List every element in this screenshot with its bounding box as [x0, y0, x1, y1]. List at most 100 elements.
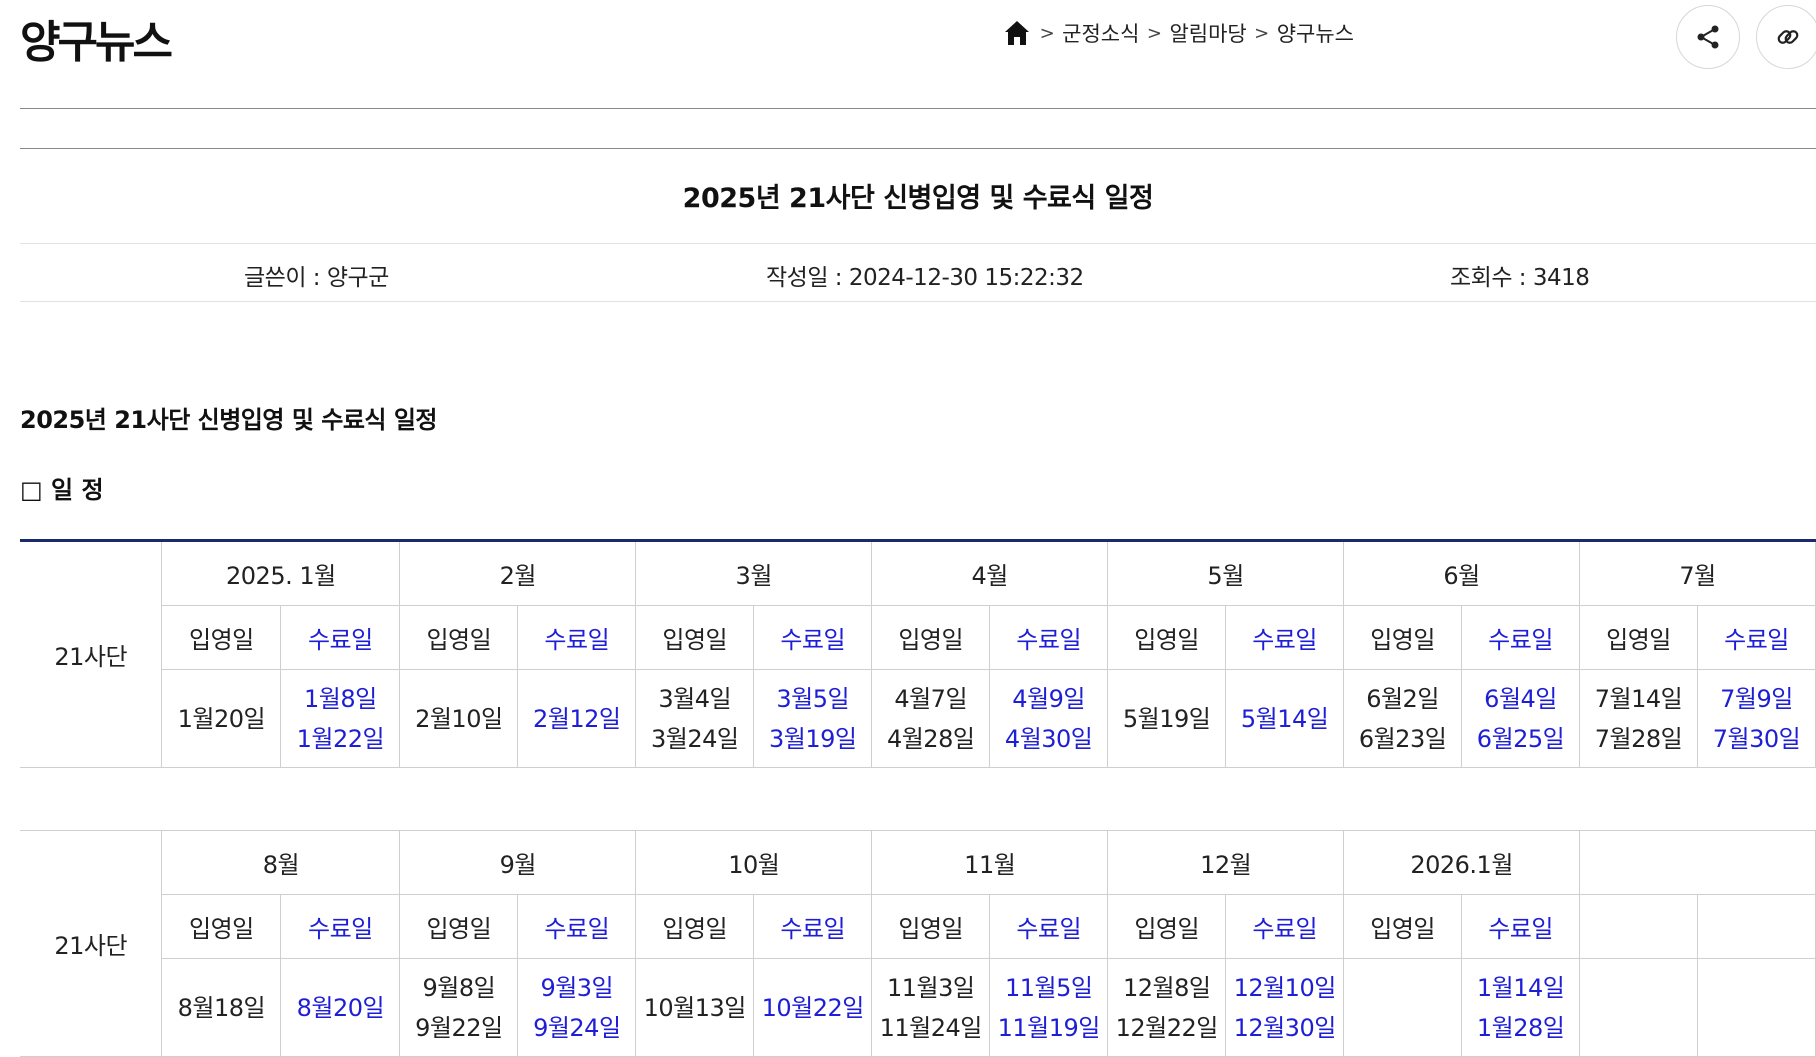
enter-date: 11월3일	[887, 973, 975, 1002]
month-header: 7월	[1579, 540, 1816, 606]
post-views: 조회수 : 3418	[1450, 265, 1590, 291]
schedule-table-1: 21사단 2025. 1월 2월 3월 4월 5월 6월 7월 입영일 수료일 입영일 수료일 입영일 수…	[20, 539, 1816, 768]
month-header: 6월	[1343, 540, 1581, 606]
enter-date-label: 입영일	[1107, 605, 1227, 670]
finish-date: 7월30일	[1712, 724, 1801, 753]
chevron-right-icon: >	[1146, 22, 1162, 44]
enter-date-cell: 8월18일	[161, 958, 282, 1057]
site-title: 양구뉴스	[20, 17, 173, 68]
divider	[20, 108, 1816, 109]
month-header-row: 21사단 8월 9월 10월 11월 12월 2026.1월	[20, 830, 1816, 1057]
enter-date: 2월10일	[415, 704, 503, 733]
enter-date-cell: 9월8일 9월22일	[399, 958, 519, 1057]
finish-date: 11월19일	[997, 1013, 1101, 1042]
finish-date-cell: 4월9일 4월30일	[989, 669, 1109, 768]
home-icon[interactable]	[1002, 18, 1032, 48]
finish-date: 3월19일	[768, 724, 857, 753]
enter-date-label: 입영일	[161, 894, 282, 959]
finish-date-label	[1696, 894, 1816, 959]
finish-date-label: 수료일	[753, 605, 873, 670]
enter-date-cell: 1월20일	[161, 669, 282, 768]
month-header: 4월	[871, 540, 1109, 606]
finish-date-cell: 11월5일 11월19일	[989, 958, 1109, 1057]
finish-date-label: 수료일	[1696, 605, 1816, 670]
dates-row: 1월20일 1월8일 1월22일 2월10일 2월12일 3월4일 3월24일 3월5일 3월1…	[20, 669, 1816, 768]
finish-date-label: 수료일	[1461, 894, 1581, 959]
content-heading: 2025년 21사단 신병입영 및 수료식 일정	[20, 406, 438, 434]
enter-date-label: 입영일	[635, 605, 755, 670]
finish-date: 4월9일	[1012, 684, 1085, 713]
enter-date-label: 입영일	[399, 605, 519, 670]
finish-date: 5월14일	[1240, 704, 1329, 733]
finish-date-cell: 1월14일 1월28일	[1461, 958, 1581, 1057]
finish-date-cell: 7월9일 7월30일	[1696, 669, 1816, 768]
month-header: 2월	[399, 540, 637, 606]
month-header-row: 21사단 2025. 1월 2월 3월 4월 5월 6월 7월	[20, 540, 1816, 768]
dates-row: 8월18일 8월20일 9월8일 9월22일 9월3일 9월24일 10월13일 10월22일…	[20, 958, 1816, 1057]
share-icon	[1697, 25, 1719, 49]
month-header: 2026.1월	[1343, 830, 1581, 895]
enter-date: 6월2일	[1366, 684, 1439, 713]
chevron-right-icon: >	[1254, 22, 1270, 44]
finish-date: 9월3일	[540, 973, 614, 1002]
breadcrumb-item-yanggu-news[interactable]: 양구뉴스	[1276, 22, 1354, 46]
enter-date-cell: 2월10일	[399, 669, 519, 768]
enter-date-label: 입영일	[871, 894, 991, 959]
enter-date-label: 입영일	[1107, 894, 1227, 959]
finish-date: 11월5일	[1004, 973, 1093, 1002]
enter-date: 9월22일	[415, 1013, 503, 1042]
finish-date-label: 수료일	[280, 894, 401, 959]
finish-date: 12월30일	[1233, 1013, 1337, 1042]
enter-date-label: 입영일	[871, 605, 991, 670]
enter-date-cell	[1343, 958, 1463, 1057]
enter-date-cell: 6월2일 6월23일	[1343, 669, 1463, 768]
month-header	[1579, 830, 1816, 895]
section-label: □ 일 정	[20, 476, 104, 504]
share-button[interactable]	[1676, 5, 1740, 69]
finish-date-cell: 6월4일 6월25일	[1461, 669, 1581, 768]
enter-date: 10월13일	[643, 993, 747, 1022]
finish-date-cell	[1696, 958, 1816, 1057]
enter-date-cell: 11월3일 11월24일	[871, 958, 991, 1057]
enter-date-cell: 5월19일	[1107, 669, 1227, 768]
finish-date: 6월25일	[1476, 724, 1565, 753]
month-header: 11월	[871, 830, 1109, 895]
enter-date-cell: 7월14일 7월28일	[1579, 669, 1698, 768]
unit-cell: 21사단	[20, 830, 163, 1057]
finish-date-cell: 12월10일 12월30일	[1225, 958, 1345, 1057]
finish-date-label: 수료일	[517, 894, 637, 959]
copy-link-button[interactable]	[1756, 5, 1816, 69]
month-header: 9월	[399, 830, 637, 895]
unit-cell: 21사단	[20, 540, 163, 768]
finish-date-cell: 3월5일 3월19일	[753, 669, 873, 768]
finish-date: 8월20일	[296, 993, 385, 1022]
post-date: 작성일 : 2024-12-30 15:22:32	[766, 265, 1084, 291]
month-header: 12월	[1107, 830, 1345, 895]
month-header: 2025. 1월	[161, 540, 401, 606]
finish-date-label: 수료일	[1461, 605, 1581, 670]
breadcrumb-item-notice[interactable]: 알림마당	[1169, 22, 1247, 46]
month-header: 10월	[635, 830, 873, 895]
finish-date: 10월22일	[761, 993, 865, 1022]
label-row: 입영일 수료일 입영일 수료일 입영일 수료일 입영일 수료일 입영일 수료일 입영일 수료일 입영일 수…	[20, 605, 1816, 670]
enter-date-label	[1579, 894, 1698, 959]
breadcrumb-item-news[interactable]: 군정소식	[1062, 22, 1140, 46]
enter-date-cell: 3월4일 3월24일	[635, 669, 755, 768]
enter-date: 3월24일	[651, 724, 739, 753]
enter-date: 7월14일	[1594, 684, 1683, 713]
link-icon	[1777, 30, 1799, 44]
enter-date: 4월7일	[894, 684, 968, 713]
enter-date-label: 입영일	[1343, 605, 1463, 670]
finish-date-cell: 1월8일 1월22일	[280, 669, 401, 768]
enter-date-cell	[1579, 958, 1698, 1057]
divider	[20, 148, 1816, 149]
finish-date: 4월30일	[1004, 724, 1093, 753]
divider	[20, 243, 1816, 244]
enter-date: 5월19일	[1122, 704, 1211, 733]
schedule-table-2: 21사단 8월 9월 10월 11월 12월 2026.1월 입영일 수료일 입영일 수료일 입영일 수…	[20, 830, 1816, 1057]
finish-date-cell: 8월20일	[280, 958, 401, 1057]
month-header: 5월	[1107, 540, 1345, 606]
enter-date-cell: 10월13일	[635, 958, 755, 1057]
finish-date-cell: 2월12일	[517, 669, 637, 768]
enter-date: 8월18일	[177, 993, 266, 1022]
